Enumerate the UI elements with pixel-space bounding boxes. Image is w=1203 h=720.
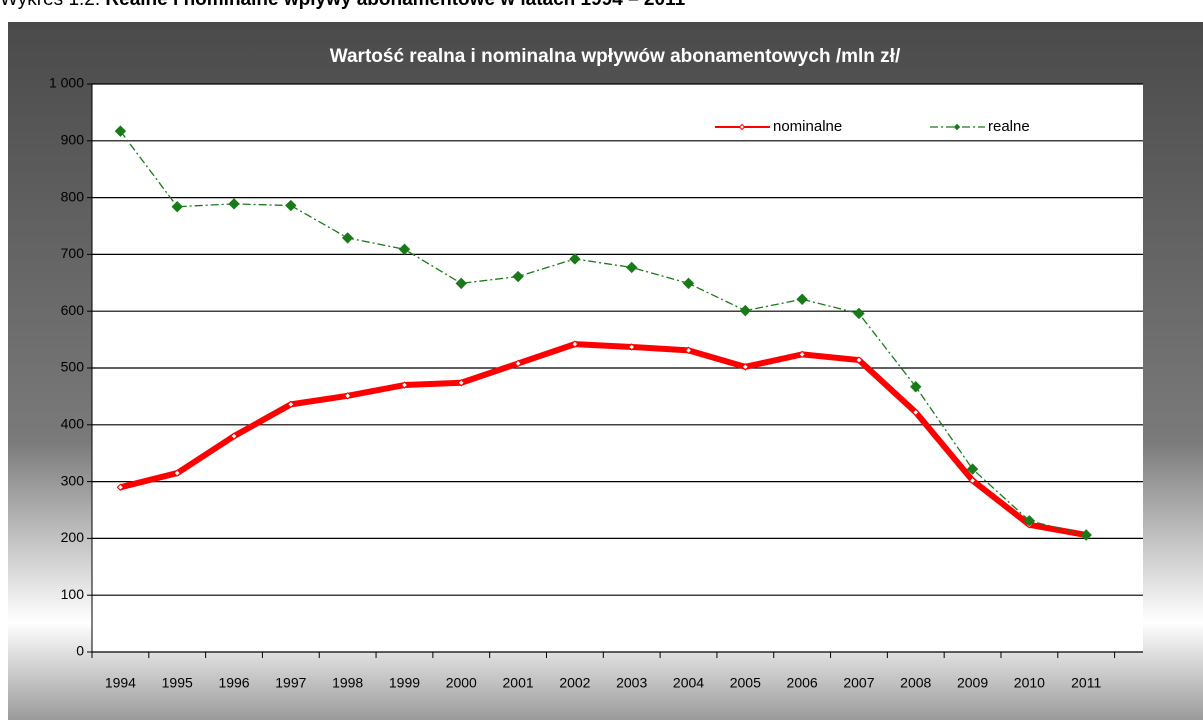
x-tick-label: 2009: [957, 675, 988, 691]
data-point: [741, 363, 750, 371]
data-point: [571, 340, 579, 348]
y-tick-label: 600: [61, 302, 85, 318]
x-tick-label: 2002: [559, 675, 590, 691]
data-point: [455, 277, 467, 290]
x-tick-label: 2001: [503, 675, 534, 691]
series-line: [119, 130, 1087, 536]
y-tick-label: 100: [61, 586, 85, 602]
series-line: [119, 341, 1087, 538]
data-point: [173, 469, 181, 477]
data-point: [1023, 515, 1036, 527]
data-point: [798, 350, 806, 359]
legend-marker: [953, 123, 961, 131]
data-point: [853, 307, 865, 320]
legend-label: nominalne: [773, 118, 842, 135]
x-tick-label: 2010: [1014, 675, 1045, 691]
x-tick-label: 1995: [162, 675, 193, 691]
caption-title: Realne i nominalne wpływy abonamentowe w…: [105, 0, 685, 10]
x-tick-label: 2007: [843, 675, 874, 691]
data-point: [343, 392, 352, 400]
x-tick-label: 2006: [787, 675, 818, 691]
caption-label: Wykres 1.2.: [0, 0, 100, 10]
y-tick-label: 300: [61, 472, 85, 488]
data-point: [400, 381, 409, 389]
x-tick-label: 2000: [446, 675, 477, 691]
data-point: [114, 125, 127, 137]
data-point: [569, 253, 581, 265]
legend-marker: [738, 123, 746, 131]
data-point: [968, 476, 977, 485]
data-point: [627, 343, 636, 351]
y-tick-label: 700: [61, 245, 85, 261]
y-tick-label: 0: [76, 643, 84, 659]
data-point: [512, 270, 524, 283]
data-point: [912, 408, 920, 417]
y-tick-label: 500: [61, 359, 85, 375]
y-tick-label: 900: [61, 132, 85, 148]
data-point: [910, 381, 922, 393]
data-point: [230, 432, 238, 440]
data-point: [682, 277, 695, 290]
x-tick-label: 2003: [616, 675, 647, 691]
x-tick-label: 1997: [275, 675, 306, 691]
data-point: [457, 379, 465, 387]
data-point: [171, 200, 183, 213]
x-tick-label: 1999: [389, 675, 420, 691]
data-point: [228, 198, 240, 210]
data-point: [116, 483, 125, 491]
x-tick-label: 2011: [1071, 675, 1101, 691]
data-point: [514, 359, 522, 368]
y-tick-label: 400: [61, 416, 85, 432]
data-point: [287, 400, 295, 409]
data-point: [739, 304, 752, 317]
x-tick-label: 1998: [332, 675, 363, 691]
chart-title: Wartość realna i nominalna wpływów abona…: [330, 46, 901, 67]
data-point: [796, 293, 808, 305]
data-point: [341, 232, 354, 244]
x-tick-label: 1994: [105, 675, 136, 691]
data-point: [398, 243, 411, 255]
y-tick-label: 800: [61, 188, 85, 204]
data-point: [625, 261, 638, 274]
x-tick-label: 2008: [900, 675, 931, 691]
x-tick-label: 2004: [673, 675, 704, 691]
data-point: [285, 199, 297, 212]
data-point: [855, 356, 863, 364]
data-point: [684, 346, 693, 355]
y-tick-label: 200: [61, 529, 85, 545]
x-tick-label: 2005: [730, 675, 761, 691]
legend-label: realne: [988, 118, 1030, 135]
data-point: [1080, 529, 1092, 541]
x-tick-label: 1996: [218, 675, 249, 691]
caption: Wykres 1.2. Realne i nominalne wpływy ab…: [0, 0, 686, 10]
data-point: [966, 463, 979, 475]
y-tick-label: 1 000: [49, 75, 84, 91]
